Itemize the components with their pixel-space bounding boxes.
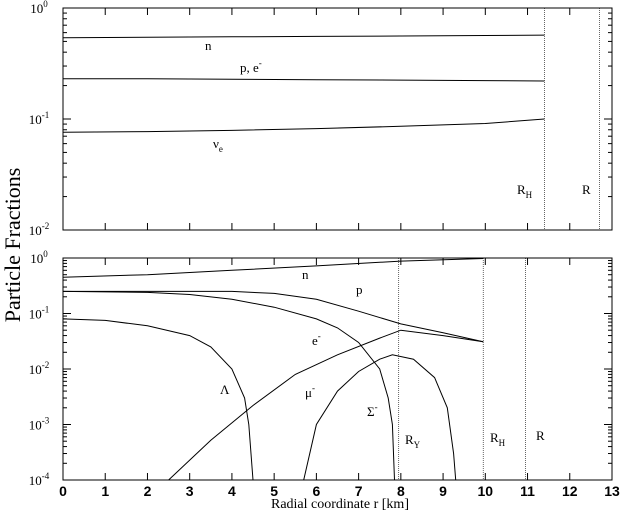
x-axis-label: Radial coordinate r [km] [271,497,409,512]
x-tick-label: 9 [439,483,447,499]
y-tick-label: 10-3​ [29,416,50,433]
y-tick-label: 10-2​ [29,221,50,238]
x-tick-label: 6 [312,483,320,499]
y-tick-label: 100​ [30,249,48,266]
series-line [303,354,457,481]
y-axis-label: Particle Fractions [0,168,25,323]
annotation: RH​ [490,430,506,448]
x-tick-label: 10 [478,483,494,499]
x-tick-label: 7 [355,483,363,499]
x-tick-label: 8 [397,483,405,499]
x-tick-label: 3 [186,483,194,499]
series-line [62,290,395,481]
series-label: n [302,267,309,282]
x-tick-label: 2 [144,483,152,499]
x-tick-label: 4 [228,483,236,499]
annotation: RY​ [405,432,421,450]
y-tick-label: 10-1​ [29,305,50,322]
series-label: p, e-​ [240,58,262,75]
series-line [62,118,545,133]
annotation: R [582,182,591,197]
x-tick-label: 11 [520,483,535,499]
annotation: RH​ [517,182,533,200]
y-tick-label: 100​ [30,0,48,16]
series-label: Σ-​ [367,402,378,419]
series-label: μ-​ [305,383,315,400]
series-label: p [356,282,363,297]
series-line [63,290,484,343]
x-tick-label: 5 [270,483,278,499]
series-label: νe​ [213,136,223,154]
x-tick-label: 0 [59,483,67,499]
y-tick-label: 10-4​ [29,471,50,488]
series-line [62,34,545,39]
series-label: Λ [220,382,230,397]
y-tick-label: 10-1​ [29,110,50,127]
x-tick-label: 13 [604,483,620,499]
series-line [63,78,545,82]
series-label: n [205,38,212,53]
annotation: R [536,428,545,443]
x-tick-label: 12 [562,483,578,499]
series-line [62,318,254,481]
series-line [62,258,484,278]
y-tick-label: 10-2​ [29,360,50,377]
series-line [168,329,484,481]
x-tick-label: 1 [101,483,109,499]
series-label: e-​ [312,331,321,348]
